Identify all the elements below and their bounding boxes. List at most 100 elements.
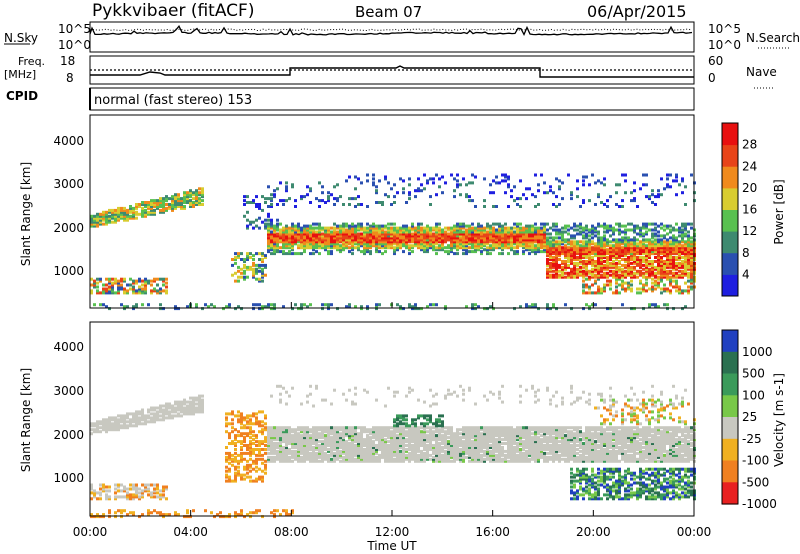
heatmap-cell xyxy=(315,438,318,442)
heatmap-cell xyxy=(180,199,183,203)
heatmap-cell xyxy=(195,305,198,309)
heatmap-cell xyxy=(132,208,135,212)
heatmap-cell xyxy=(294,240,297,244)
heatmap-cell xyxy=(189,203,192,206)
heatmap-cell xyxy=(687,263,690,267)
heatmap-cell xyxy=(447,236,450,240)
heatmap-cell xyxy=(105,220,108,224)
heatmap-cell xyxy=(444,238,447,242)
heatmap-cell xyxy=(501,244,504,248)
heatmap-cell xyxy=(576,252,579,256)
heatmap-cell xyxy=(420,455,423,459)
heatmap-cell xyxy=(417,230,420,234)
heatmap-cell xyxy=(399,230,402,234)
heatmap-cell xyxy=(111,291,114,295)
heatmap-cell xyxy=(174,195,177,199)
heatmap-cell xyxy=(618,244,621,248)
sky-left-tick-bottom: 10^0 xyxy=(58,38,91,52)
heatmap-cell xyxy=(309,252,312,256)
heatmap-cell xyxy=(420,440,423,444)
heatmap-cell xyxy=(426,436,429,440)
heatmap-cell xyxy=(258,303,261,307)
heatmap-cell xyxy=(330,444,333,447)
heatmap-cell xyxy=(483,232,486,236)
heatmap-cell xyxy=(303,457,306,461)
heatmap-cell xyxy=(660,261,663,265)
heatmap-cell xyxy=(570,254,573,258)
heatmap-cell xyxy=(294,230,297,234)
heatmap-cell xyxy=(282,451,285,455)
heatmap-cell xyxy=(234,475,237,479)
heatmap-cell xyxy=(618,277,621,281)
heatmap-cell xyxy=(351,226,354,230)
heatmap-cell xyxy=(675,242,678,246)
heatmap-cell xyxy=(255,303,258,307)
heatmap-cell xyxy=(681,252,684,256)
heatmap-cell xyxy=(414,230,417,234)
heatmap-cell xyxy=(456,252,459,256)
heatmap-cell xyxy=(399,226,402,230)
heatmap-cell xyxy=(486,224,489,228)
heatmap-cell xyxy=(438,226,441,230)
heatmap-cell xyxy=(390,442,393,445)
heatmap-cell xyxy=(369,436,372,440)
heatmap-cell xyxy=(156,199,159,203)
heatmap-cell xyxy=(588,228,591,232)
heatmap-cell xyxy=(270,434,273,438)
heatmap-cell xyxy=(558,230,561,234)
heatmap-cell xyxy=(600,244,603,248)
heatmap-cell xyxy=(249,515,252,519)
heatmap-cell xyxy=(552,191,555,195)
heatmap-cell xyxy=(225,422,228,426)
heatmap-cell xyxy=(438,234,441,238)
heatmap-cell xyxy=(336,440,339,444)
heatmap-cell xyxy=(198,406,201,410)
heatmap-cell xyxy=(393,248,396,252)
heatmap-cell xyxy=(627,238,630,242)
heatmap-cell xyxy=(684,258,687,261)
heatmap-cell xyxy=(192,197,195,201)
heatmap-cell xyxy=(111,208,114,212)
heatmap-cell xyxy=(93,220,96,224)
heatmap-cell xyxy=(117,426,120,430)
heatmap-cell xyxy=(630,191,633,195)
heatmap-cell xyxy=(345,459,348,463)
heatmap-cell xyxy=(291,453,294,457)
heatmap-cell xyxy=(579,254,582,258)
heatmap-cell xyxy=(138,515,141,519)
heatmap-cell xyxy=(240,446,243,449)
heatmap-cell xyxy=(474,303,477,307)
heatmap-cell xyxy=(600,289,603,293)
heatmap-cell xyxy=(528,248,531,252)
heatmap-cell xyxy=(387,453,390,457)
heatmap-cell xyxy=(258,277,261,281)
heatmap-cell xyxy=(381,244,384,248)
heatmap-cell xyxy=(141,418,144,422)
heatmap-cell xyxy=(231,459,234,463)
heatmap-cell xyxy=(363,426,366,430)
heatmap-cell xyxy=(321,459,324,463)
heatmap-cell xyxy=(438,177,441,181)
heatmap-cell xyxy=(624,191,627,195)
heatmap-cell xyxy=(684,269,687,273)
heatmap-cell xyxy=(150,495,153,499)
heatmap-cell xyxy=(255,418,258,422)
heatmap-cell xyxy=(156,289,159,293)
heatmap-cell xyxy=(282,386,285,390)
heatmap-cell xyxy=(555,269,558,273)
heatmap-cell xyxy=(327,236,330,240)
heatmap-cell xyxy=(231,463,234,467)
heatmap-cell xyxy=(672,256,675,259)
heatmap-cell xyxy=(324,426,327,430)
heatmap-cell xyxy=(294,436,297,440)
heatmap-cell xyxy=(654,267,657,271)
heatmap-cell xyxy=(276,444,279,447)
heatmap-cell xyxy=(648,287,651,291)
heatmap-cell xyxy=(606,256,609,259)
heatmap-cell xyxy=(519,305,522,309)
heatmap-cell xyxy=(498,232,501,236)
station-title: Pykkvibaer (fitACF) xyxy=(92,1,254,21)
heatmap-cell xyxy=(666,232,669,236)
heatmap-cell xyxy=(108,220,111,224)
heatmap-cell xyxy=(597,246,600,250)
